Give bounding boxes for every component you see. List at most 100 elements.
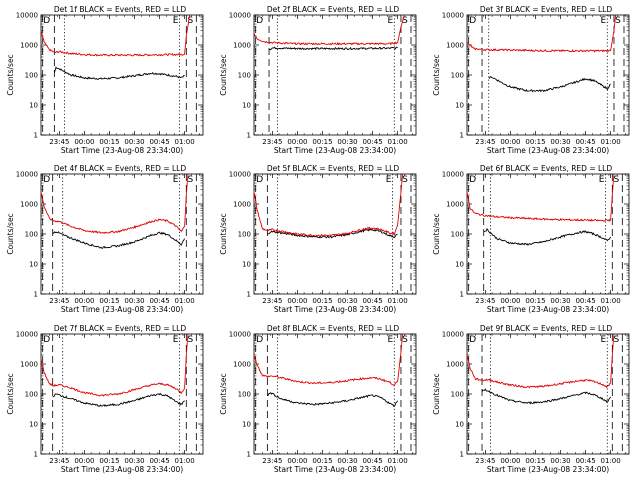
panel-title: Det 4f BLACK = Events, RED = LLD	[54, 164, 187, 173]
x-tick-label: 01:00	[175, 457, 195, 465]
detector-panel: Det 5f BLACK = Events, RED = LLD 1 10 100 10…	[219, 164, 417, 314]
x-tick-label: 01:00	[601, 138, 621, 146]
y-tick-label: 100	[25, 231, 38, 239]
y-axis-label: Counts/sec	[6, 213, 15, 254]
panel-title: Det 1f BLACK = Events, RED = LLD	[54, 5, 187, 14]
events-series-line	[268, 46, 398, 51]
lld-series-line	[40, 333, 189, 397]
events-series-line	[488, 76, 611, 93]
x-axis-label: Start Time (23-Aug-08 23:34:00)	[487, 146, 609, 155]
y-axis-label: Counts/sec	[432, 213, 441, 254]
y-axis-label: Counts/sec	[432, 54, 441, 95]
y-tick-label: 1	[460, 132, 464, 140]
x-tick-label: 00:30	[337, 457, 357, 465]
marker-label-d: D	[43, 175, 50, 185]
y-axis-label: Counts/sec	[219, 373, 228, 414]
events-series-line	[52, 231, 185, 249]
x-tick-label: 23:45	[262, 138, 282, 146]
x-tick-label: 00:30	[124, 138, 144, 146]
detector-panel: Det 6f BLACK = Events, RED = LLD 1 10 100 10…	[432, 164, 630, 314]
panel-title: Det 3f BLACK = Events, RED = LLD	[480, 5, 613, 14]
x-tick-label: 00:00	[287, 297, 307, 305]
marker-label-d: D	[469, 16, 476, 26]
y-tick-label: 10000	[229, 171, 251, 179]
y-tick-label: 1	[34, 451, 38, 459]
x-tick-label: 00:15	[525, 138, 545, 146]
panel-title: Det 5f BLACK = Events, RED = LLD	[267, 164, 400, 173]
marker-label-s: S	[187, 335, 193, 345]
x-tick-label: 00:45	[362, 138, 382, 146]
y-tick-label: 1	[247, 451, 251, 459]
events-series-line	[267, 228, 398, 239]
y-tick-label: 10	[455, 421, 464, 429]
y-tick-label: 100	[238, 231, 251, 239]
y-tick-label: 10	[29, 421, 38, 429]
y-tick-label: 100	[451, 231, 464, 239]
marker-label-d: D	[469, 335, 476, 345]
x-tick-label: 00:15	[525, 297, 545, 305]
y-tick-label: 1	[34, 132, 38, 140]
y-tick-label: 100	[25, 391, 38, 399]
panel-title: Det 9f BLACK = Events, RED = LLD	[480, 324, 613, 333]
marker-label-e: E	[386, 175, 392, 185]
marker-label-s: S	[402, 16, 408, 26]
y-tick-label: 1000	[20, 201, 38, 209]
x-tick-label: 00:45	[575, 457, 595, 465]
y-tick-label: 100	[238, 72, 251, 80]
y-tick-label: 10	[242, 102, 251, 110]
x-tick-label: 00:45	[362, 297, 382, 305]
y-tick-label: 1	[247, 132, 251, 140]
y-tick-label: 100	[25, 72, 38, 80]
detector-panel: Det 1f BLACK = Events, RED = LLD 1 10 100 10…	[6, 5, 204, 155]
events-series-line	[483, 228, 611, 246]
marker-label-d: D	[43, 335, 50, 345]
axis-frame	[40, 14, 204, 136]
detector-panel: Det 2f BLACK = Events, RED = LLD 1 10 100 10…	[219, 5, 417, 155]
y-tick-label: 1	[460, 451, 464, 459]
x-tick-label: 00:45	[149, 138, 169, 146]
lld-series-line	[253, 333, 404, 387]
x-tick-label: 01:00	[175, 297, 195, 305]
x-tick-label: 00:00	[500, 297, 520, 305]
x-tick-label: 00:15	[312, 297, 332, 305]
x-tick-label: 00:45	[575, 138, 595, 146]
x-tick-label: 00:15	[312, 457, 332, 465]
x-tick-label: 23:45	[49, 138, 69, 146]
x-tick-label: 00:00	[287, 138, 307, 146]
x-tick-label: 00:00	[500, 138, 520, 146]
axis-frame	[466, 173, 630, 295]
y-tick-label: 1	[247, 291, 251, 299]
x-tick-label: 00:45	[149, 457, 169, 465]
x-axis-label: Start Time (23-Aug-08 23:34:00)	[487, 465, 609, 474]
y-tick-label: 10	[29, 261, 38, 269]
lld-series-line	[466, 14, 617, 53]
events-series-line	[52, 392, 185, 408]
x-axis-label: Start Time (23-Aug-08 23:34:00)	[274, 465, 396, 474]
x-tick-label: 01:00	[388, 457, 408, 465]
marker-label-s: S	[187, 175, 193, 185]
y-tick-label: 100	[238, 391, 251, 399]
axis-frame	[466, 14, 630, 136]
marker-label-d: D	[256, 335, 263, 345]
x-tick-label: 00:00	[74, 138, 94, 146]
y-tick-label: 10000	[16, 12, 38, 20]
y-axis-label: Counts/sec	[219, 213, 228, 254]
y-tick-label: 10000	[16, 331, 38, 339]
x-tick-label: 00:15	[99, 138, 119, 146]
axis-frame	[40, 333, 204, 455]
x-axis-label: Start Time (23-Aug-08 23:34:00)	[487, 305, 609, 314]
marker-label-d: D	[256, 16, 263, 26]
detector-panel: Det 9f BLACK = Events, RED = LLD 1 10 100 10…	[432, 324, 630, 474]
marker-label-e: E	[387, 16, 393, 26]
marker-label-e: E	[173, 16, 179, 26]
detector-panel: Det 4f BLACK = Events, RED = LLD 1 10 100 10…	[6, 164, 204, 314]
x-axis-label: Start Time (23-Aug-08 23:34:00)	[274, 305, 396, 314]
marker-label-d: D	[43, 16, 50, 26]
panel-title: Det 2f BLACK = Events, RED = LLD	[267, 5, 400, 14]
lld-series-line	[466, 173, 615, 222]
y-tick-label: 1000	[446, 361, 464, 369]
marker-label-d: D	[256, 175, 263, 185]
panel-title: Det 6f BLACK = Events, RED = LLD	[480, 164, 613, 173]
x-tick-label: 00:45	[149, 297, 169, 305]
x-tick-label: 00:15	[99, 297, 119, 305]
